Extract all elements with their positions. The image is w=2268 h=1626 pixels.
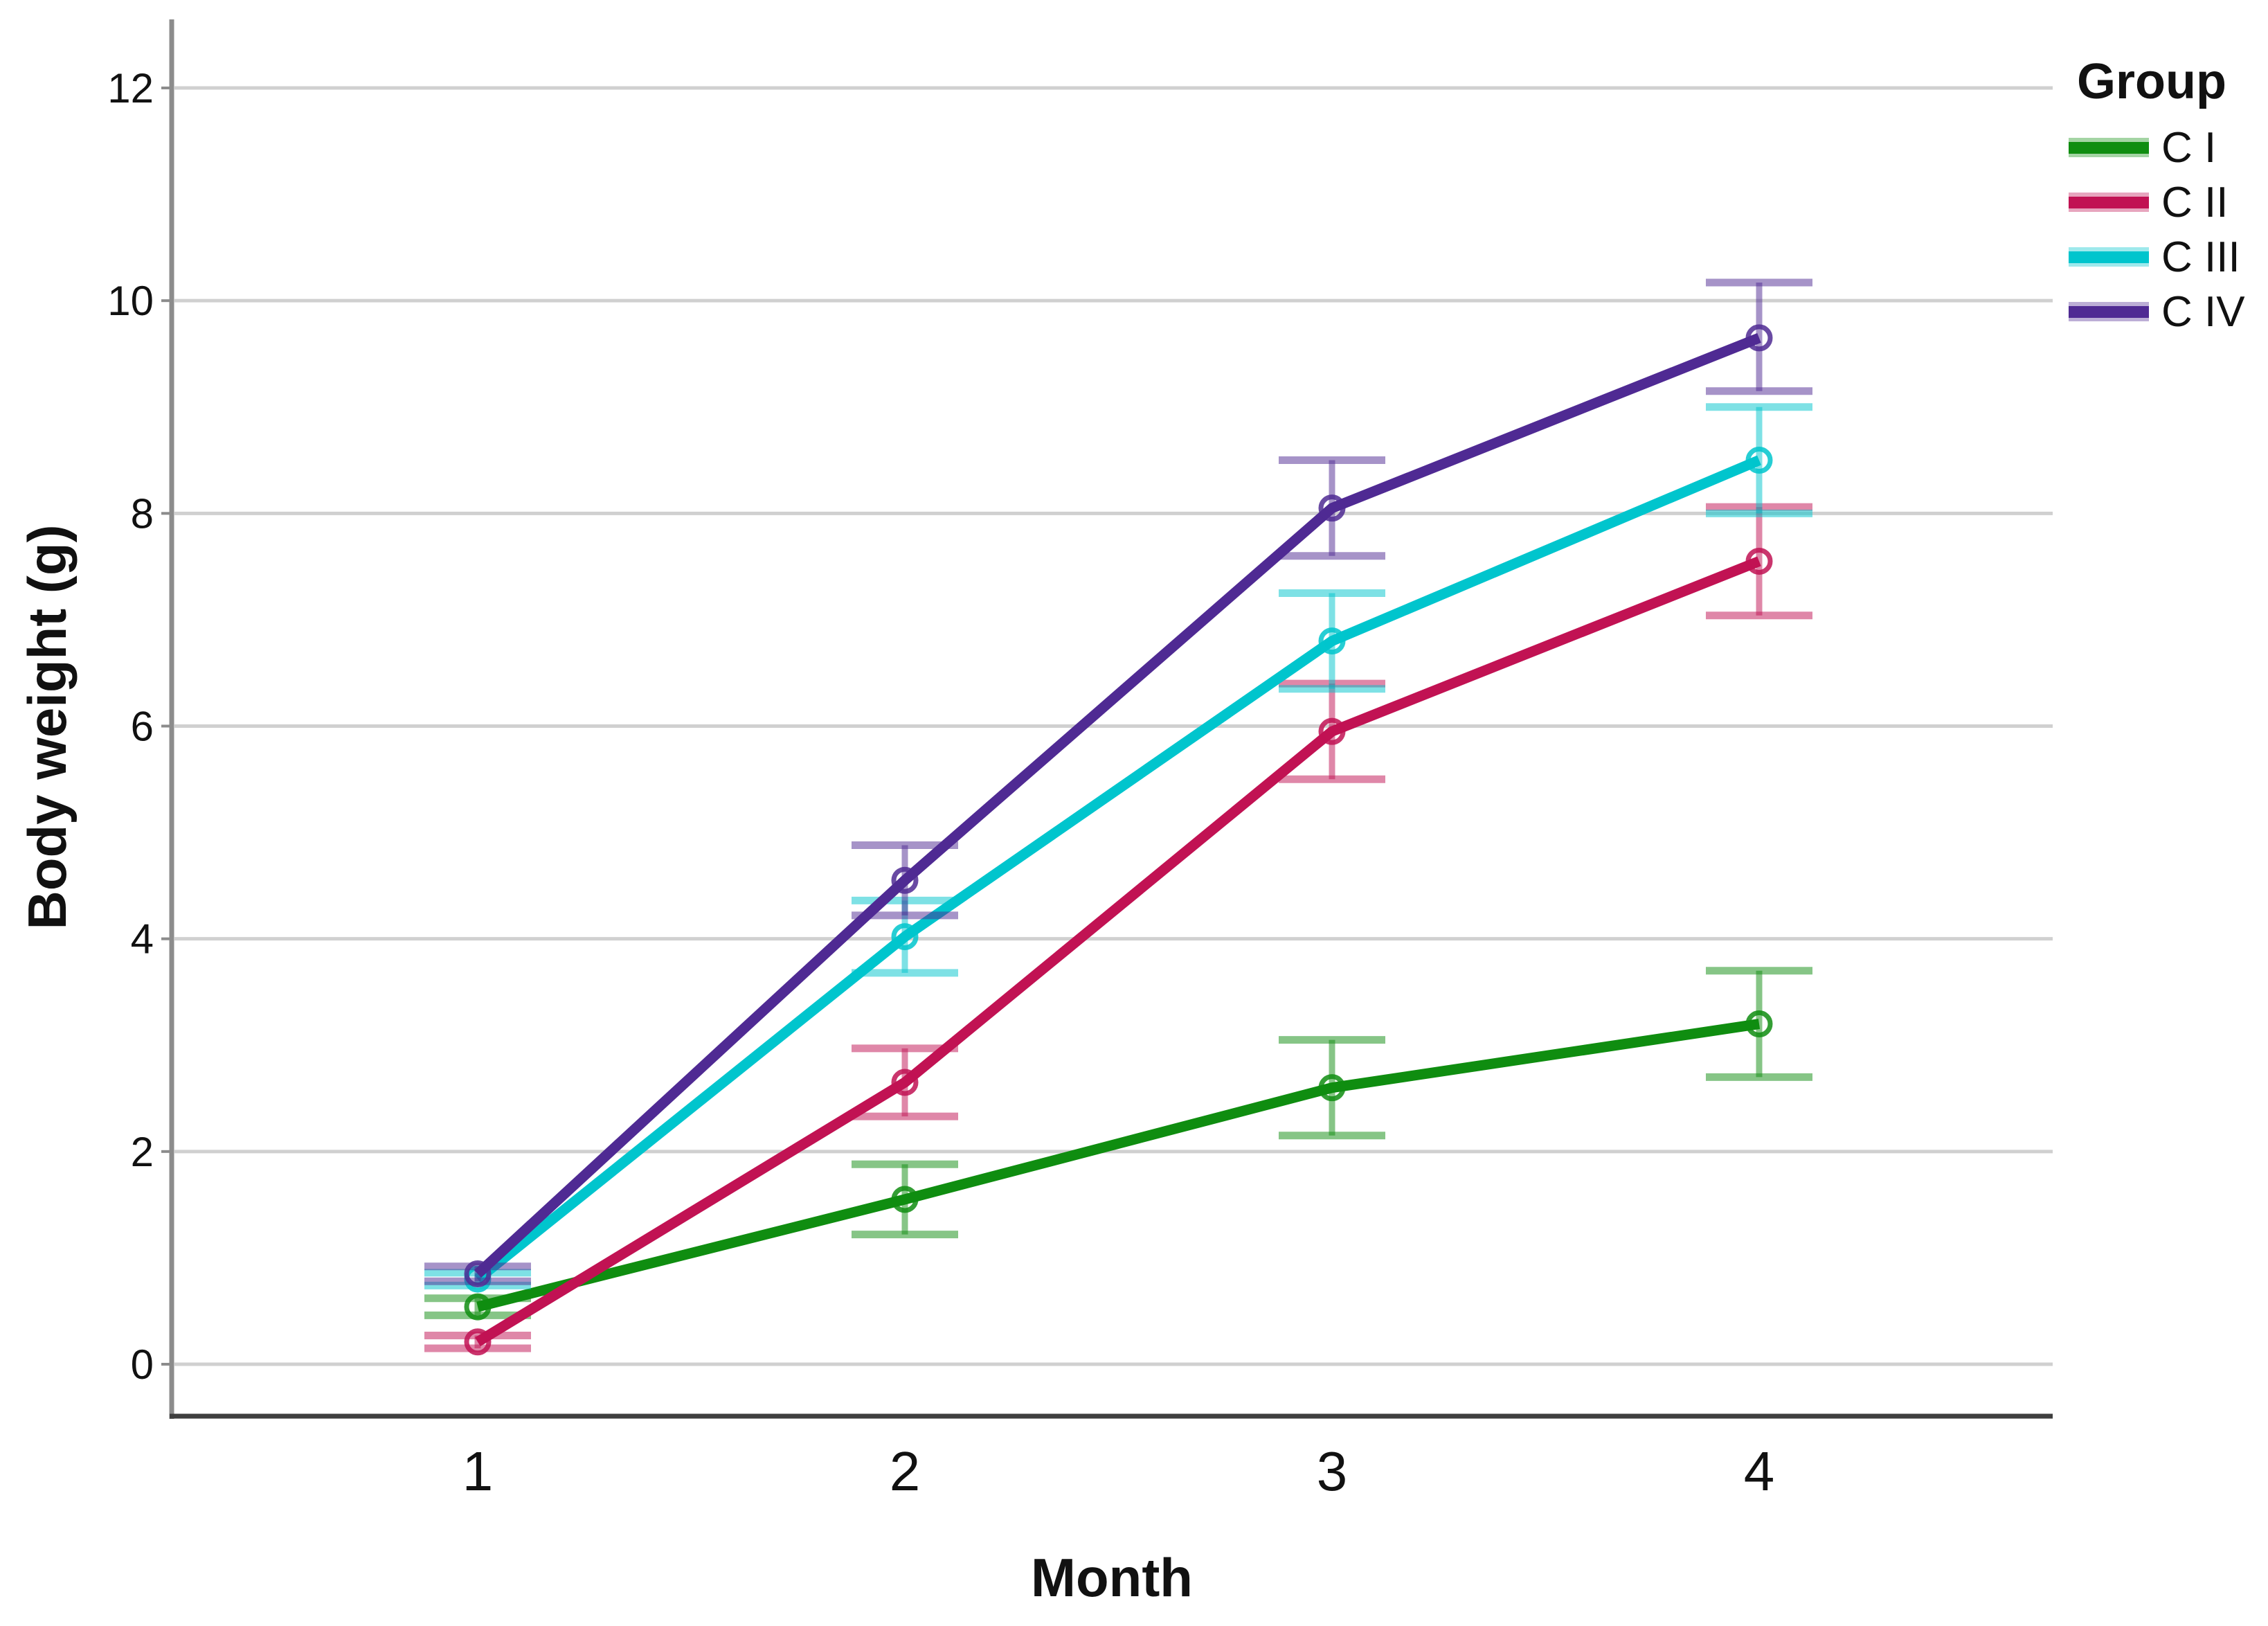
y-tick-label: 6 — [131, 704, 154, 750]
legend-entry-c-iv: C IV — [2069, 288, 2245, 336]
legend-label: C III — [2161, 233, 2240, 281]
y-axis-title: Body weight (g) — [17, 525, 78, 930]
series-c-iv — [424, 278, 1812, 1287]
y-tick-label: 4 — [131, 916, 154, 963]
x-tick-label: 2 — [890, 1440, 921, 1502]
data-point-marker — [891, 923, 919, 951]
data-point-marker — [1318, 717, 1346, 745]
legend-entry-c-iii: C III — [2069, 233, 2240, 281]
series-c-i — [424, 967, 1812, 1321]
x-tick-label: 3 — [1317, 1440, 1348, 1502]
gridlines — [174, 86, 2053, 1366]
x-axis-title: Month — [1031, 1547, 1193, 1608]
legend-swatch — [2069, 306, 2149, 318]
series-plot-area — [424, 278, 1812, 1356]
series-line — [474, 455, 1761, 1283]
series-c-ii — [424, 503, 1812, 1356]
data-point-marker — [1745, 1010, 1773, 1038]
y-tick-label: 2 — [131, 1129, 154, 1175]
data-point-marker — [891, 1186, 919, 1213]
x-tick-label: 1 — [462, 1440, 494, 1502]
legend-swatch — [2069, 197, 2149, 208]
series-line — [475, 556, 1761, 1347]
y-axis-ticks: 0 2 4 6 8 10 12 — [107, 65, 172, 1388]
y-tick-label: 0 — [131, 1341, 154, 1388]
data-point-marker — [1745, 447, 1773, 474]
data-point-marker — [464, 1260, 492, 1287]
legend-label: C IV — [2161, 288, 2245, 336]
y-tick-label: 8 — [131, 490, 154, 537]
y-tick-label: 12 — [107, 65, 154, 111]
x-tick-label: 4 — [1744, 1440, 1775, 1502]
data-point-marker — [464, 1293, 492, 1321]
data-point-marker — [464, 1328, 492, 1356]
legend-swatch — [2069, 142, 2149, 154]
data-point-marker — [1318, 494, 1346, 522]
x-axis-tick-labels: 1 2 3 4 — [462, 1440, 1775, 1502]
data-point-marker — [891, 866, 919, 894]
data-point-marker — [1745, 324, 1773, 352]
data-point-marker — [1745, 547, 1773, 575]
data-point-marker — [891, 1069, 919, 1096]
data-point-marker — [1318, 627, 1346, 655]
legend-entry-c-i: C I — [2069, 124, 2216, 172]
series-line — [476, 1019, 1761, 1312]
legend-entry-c-ii: C II — [2069, 179, 2228, 226]
legend: Group C I C II C III C IV — [2069, 54, 2245, 336]
y-tick-label: 10 — [107, 278, 154, 324]
legend-swatch — [2069, 251, 2149, 263]
legend-title: Group — [2077, 54, 2226, 109]
legend-label: C I — [2161, 124, 2216, 172]
data-point-marker — [1318, 1074, 1346, 1102]
series-c-iii — [424, 403, 1812, 1293]
series-line — [474, 332, 1761, 1278]
legend-entries: C I C II C III C IV — [2069, 124, 2245, 336]
legend-label: C II — [2161, 179, 2228, 226]
